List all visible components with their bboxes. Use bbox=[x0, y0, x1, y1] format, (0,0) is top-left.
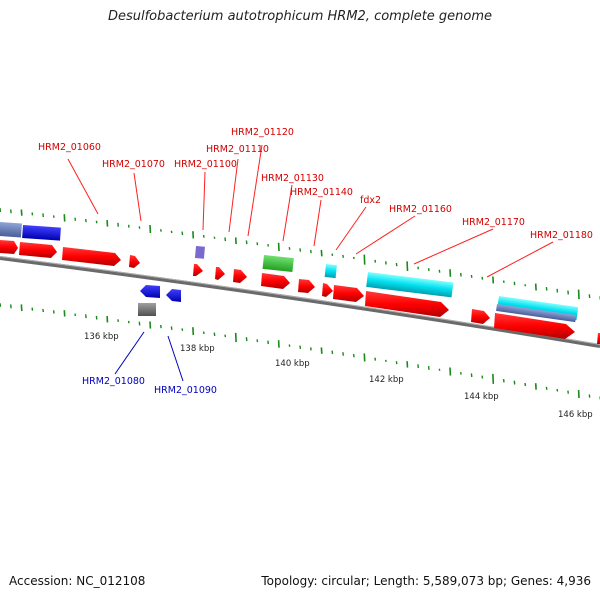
cds-arrow bbox=[471, 309, 490, 324]
scale-tick: 144 kbp bbox=[464, 392, 499, 402]
gene-label: HRM2_01060 bbox=[38, 142, 101, 153]
feature-gray-block bbox=[138, 303, 156, 316]
cds-arrow bbox=[322, 283, 333, 297]
gene-label: HRM2_01160 bbox=[389, 204, 452, 215]
cds-reverse-track bbox=[138, 285, 181, 316]
scale-tick: 138 kbp bbox=[180, 344, 215, 354]
gene-label: HRM2_01140 bbox=[290, 187, 353, 198]
gene-label: HRM2_01110 bbox=[206, 144, 269, 155]
gene-label: HRM2_01090 bbox=[154, 385, 217, 396]
map-title: Desulfobacterium autotrophicum HRM2, com… bbox=[107, 9, 493, 24]
gene-label: HRM2_01180 bbox=[530, 230, 593, 241]
cds-arrow bbox=[129, 255, 140, 268]
cds-reverse-arrow bbox=[166, 289, 181, 302]
cds-arrow bbox=[19, 242, 57, 258]
gene-label: fdx2 bbox=[360, 195, 381, 206]
cds-arrow bbox=[365, 291, 449, 317]
gene-label: HRM2_01170 bbox=[462, 217, 525, 228]
gene-labels-top: HRM2_01060 HRM2_01070 HRM2_01100 HRM2_01… bbox=[38, 127, 593, 241]
label-connectors-bottom bbox=[114, 331, 184, 382]
gene-labels-bottom: HRM2_01080 HRM2_01090 bbox=[82, 376, 217, 396]
gene-label: HRM2_01120 bbox=[231, 127, 294, 138]
feature-purple-block bbox=[194, 246, 205, 259]
accession-text: Accession: NC_012108 bbox=[9, 574, 146, 588]
gene-label: HRM2_01080 bbox=[82, 376, 145, 387]
cds-arrow bbox=[193, 264, 203, 276]
gene-label: HRM2_01100 bbox=[174, 159, 237, 170]
cds-arrow bbox=[494, 313, 575, 339]
feature-steel-block bbox=[0, 222, 22, 238]
feature-track-outer bbox=[0, 222, 579, 323]
scale-tick-labels: 136 kbp 138 kbp 140 kbp 142 kbp 144 kbp … bbox=[84, 332, 593, 420]
topology-text: Topology: circular; Length: 5,589,073 bp… bbox=[261, 574, 591, 588]
scale-tick: 136 kbp bbox=[84, 332, 119, 342]
feature-steel-right bbox=[496, 304, 577, 323]
gc-track-upper bbox=[0, 208, 600, 300]
feature-cyan-long bbox=[366, 271, 454, 298]
feature-green-block bbox=[262, 255, 294, 273]
cds-arrow bbox=[215, 267, 225, 280]
cds-arrow bbox=[597, 333, 600, 344]
cds-arrow bbox=[233, 269, 247, 283]
cds-arrow bbox=[62, 247, 121, 266]
cds-arrow bbox=[0, 240, 18, 254]
label-connectors-top bbox=[67, 144, 554, 278]
cds-arrow bbox=[333, 285, 364, 302]
scale-tick: 146 kbp bbox=[558, 410, 593, 420]
gene-label: HRM2_01130 bbox=[261, 173, 324, 184]
cds-reverse-arrow bbox=[140, 285, 160, 298]
feature-cyan-small bbox=[324, 264, 337, 279]
gene-label: HRM2_01070 bbox=[102, 159, 165, 170]
scale-tick: 142 kbp bbox=[369, 375, 404, 385]
genome-backbone bbox=[0, 256, 600, 348]
gc-track-lower bbox=[0, 303, 600, 400]
cds-arrow bbox=[298, 279, 315, 293]
cds-arrow bbox=[261, 273, 290, 289]
cds-forward-track bbox=[0, 240, 600, 344]
scale-tick: 140 kbp bbox=[275, 359, 310, 369]
feature-blue-block bbox=[22, 225, 61, 241]
